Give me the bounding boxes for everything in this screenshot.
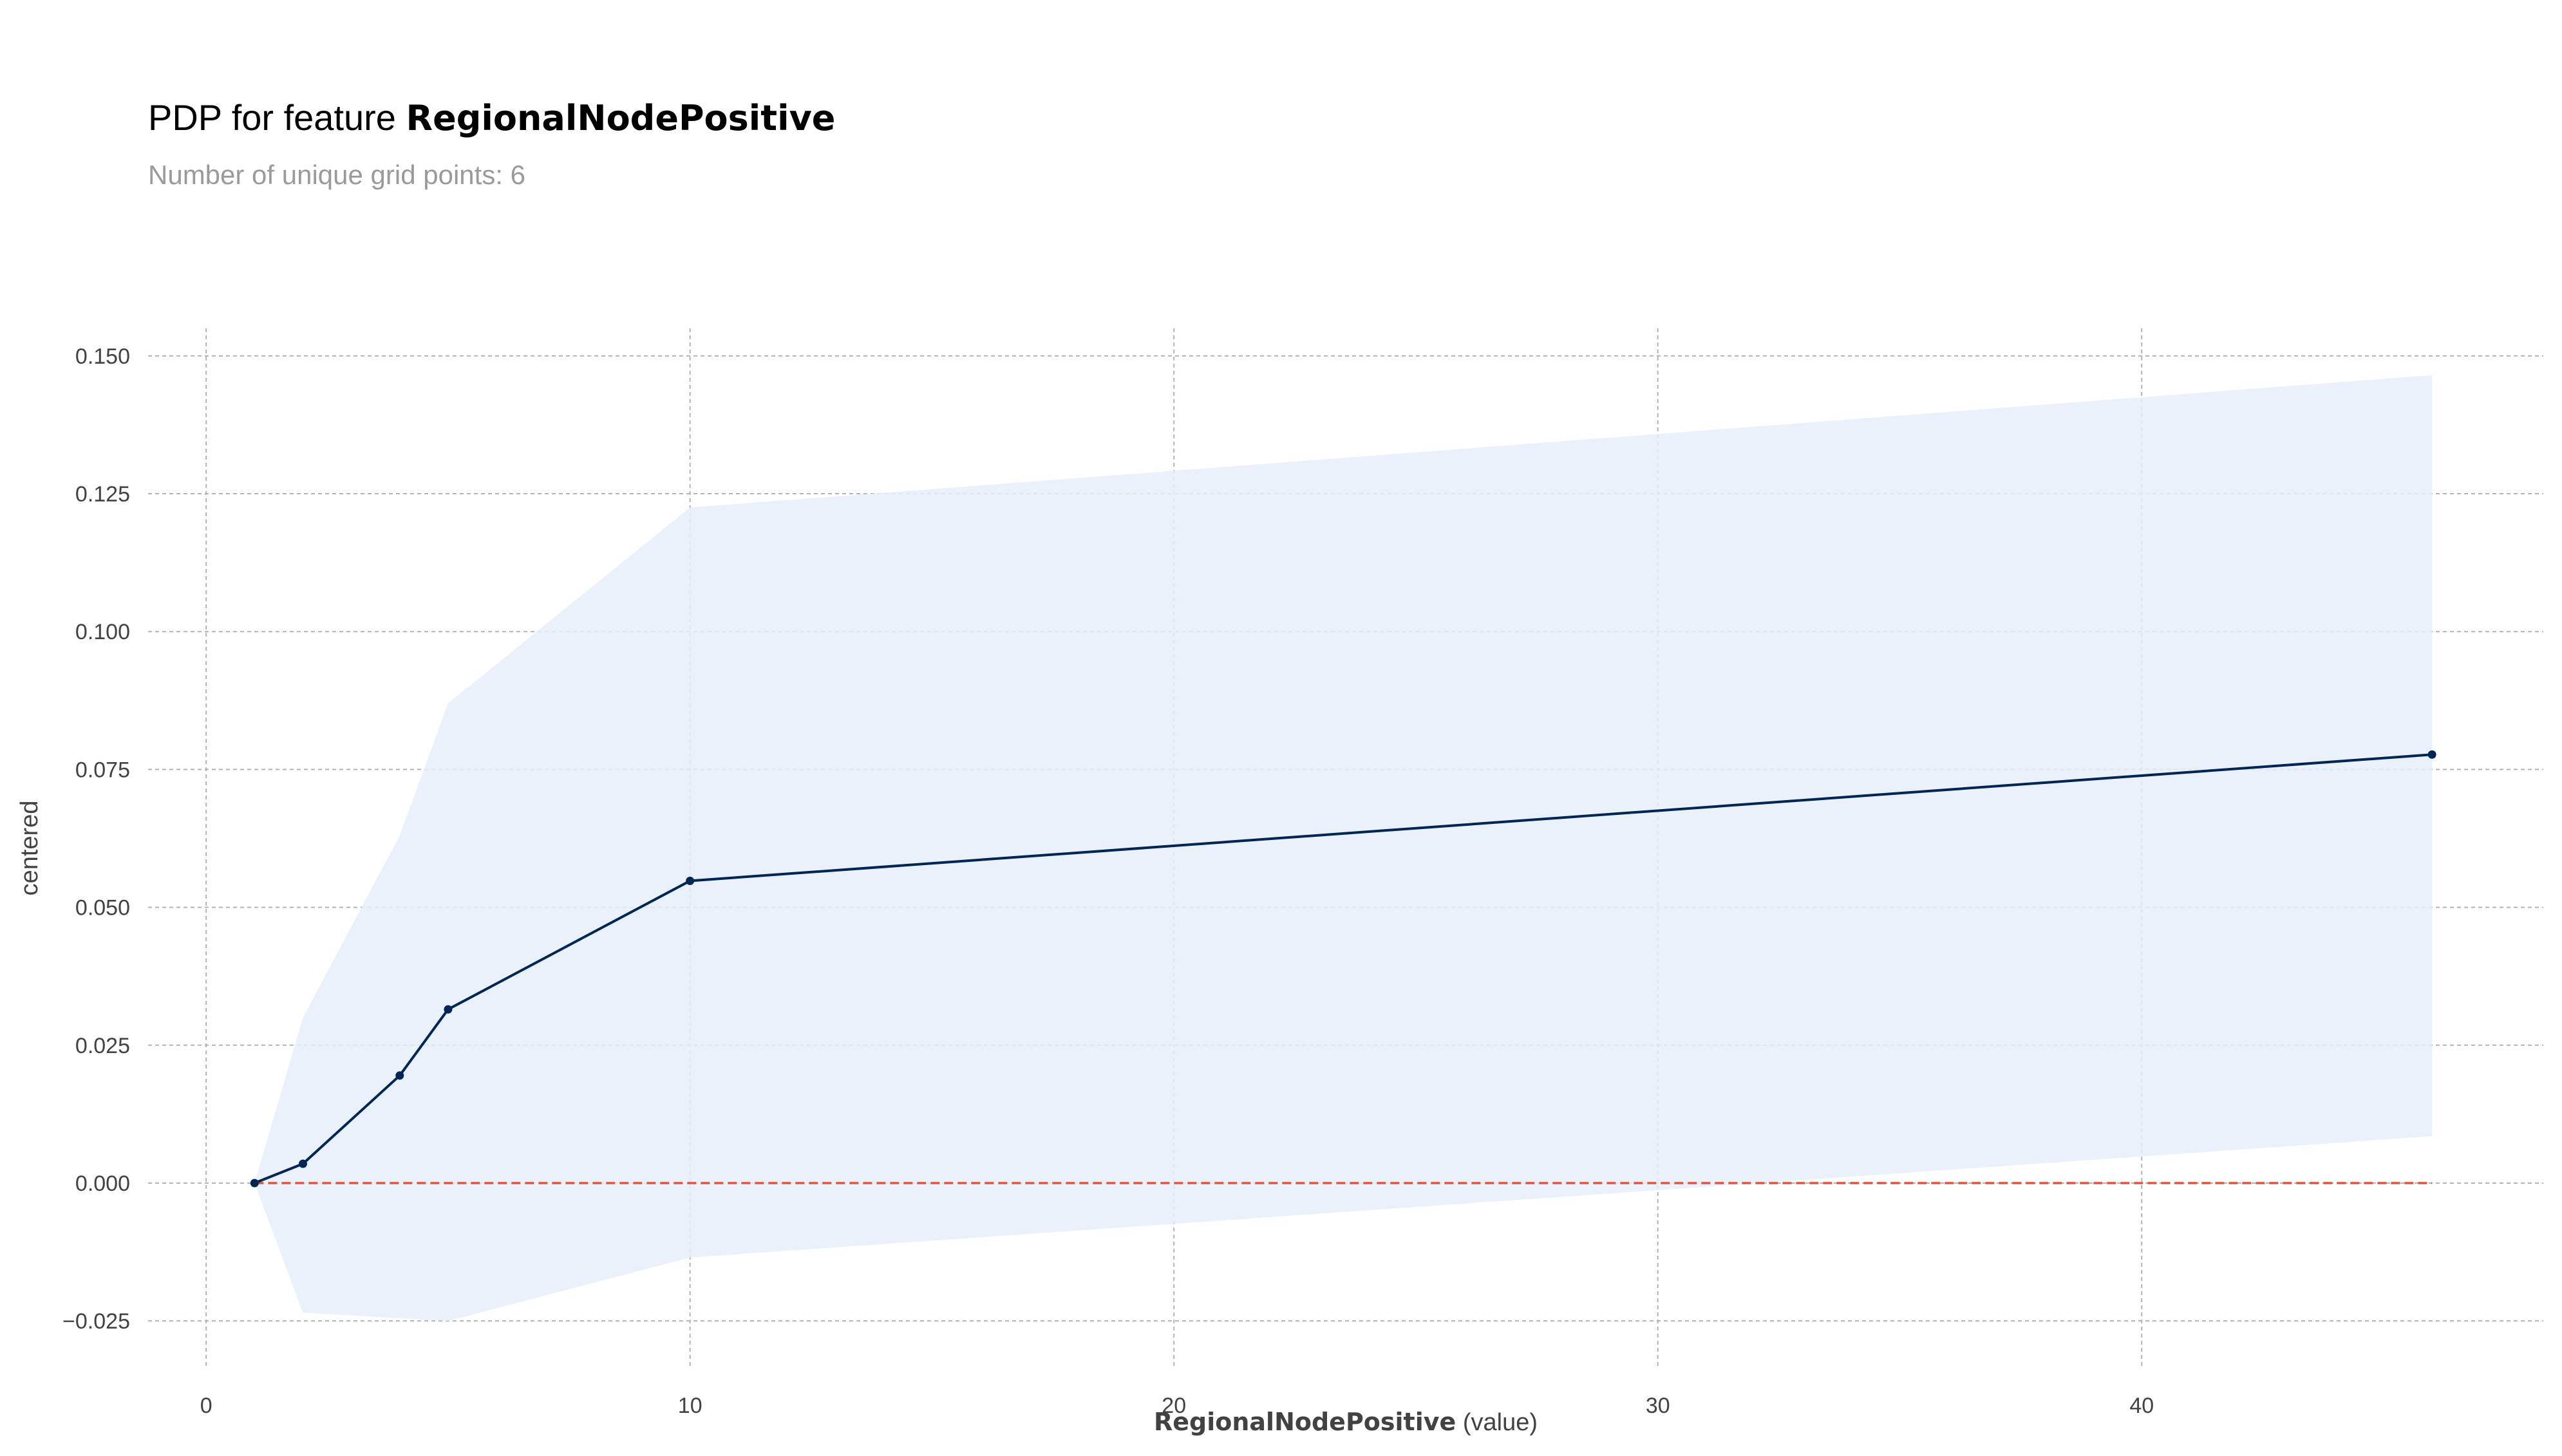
chart-title: PDP for feature RegionalNodePositive bbox=[148, 97, 835, 138]
confidence-band bbox=[254, 375, 2433, 1321]
data-point-0 bbox=[250, 1179, 259, 1188]
y-tick-label-4: 0.075 bbox=[75, 758, 130, 782]
x-tick-labels: 0 10 20 30 40 bbox=[200, 1394, 2154, 1418]
x-axis-label: RegionalNodePositive (value) bbox=[1154, 1408, 1538, 1436]
data-point-1 bbox=[298, 1159, 307, 1168]
y-tick-label-1: 0.000 bbox=[75, 1171, 130, 1196]
y-tick-label-6: 0.125 bbox=[75, 482, 130, 507]
y-tick-label-7: 0.150 bbox=[75, 344, 130, 369]
chart-title-prefix: PDP for feature bbox=[148, 97, 396, 138]
series-line-0 bbox=[254, 753, 2433, 1184]
chart-subtitle: Number of unique grid points: 6 bbox=[148, 160, 526, 190]
y-tick-label-0: −0.025 bbox=[62, 1309, 130, 1334]
y-tick-label-2: 0.025 bbox=[75, 1034, 130, 1058]
x-axis-label-suffix: (value) bbox=[1456, 1409, 1538, 1436]
x-tick-label-0: 0 bbox=[200, 1394, 212, 1418]
x-axis-label-feature: RegionalNodePositive bbox=[1154, 1408, 1456, 1436]
x-tick-label-2: 20 bbox=[1162, 1394, 1186, 1418]
x-tick-label-1: 10 bbox=[678, 1394, 702, 1418]
series-layer bbox=[250, 750, 2436, 1188]
data-point-4 bbox=[686, 876, 695, 885]
y-tick-label-3: 0.050 bbox=[75, 896, 130, 920]
data-point-2 bbox=[395, 1071, 404, 1080]
data-point-5 bbox=[2427, 750, 2436, 759]
chart-title-feature: RegionalNodePositive bbox=[406, 98, 836, 138]
y-tick-labels: −0.025 0.000 0.025 0.050 0.075 0.100 0.125 0.15… bbox=[62, 344, 130, 1334]
x-tick-label-3: 30 bbox=[1646, 1394, 1670, 1418]
data-point-3 bbox=[444, 1005, 453, 1014]
y-axis-label: centered bbox=[16, 801, 43, 896]
y-tick-label-5: 0.100 bbox=[75, 620, 130, 644]
confidence-band-layer bbox=[254, 375, 2433, 1321]
x-tick-label-4: 40 bbox=[2129, 1394, 2154, 1418]
